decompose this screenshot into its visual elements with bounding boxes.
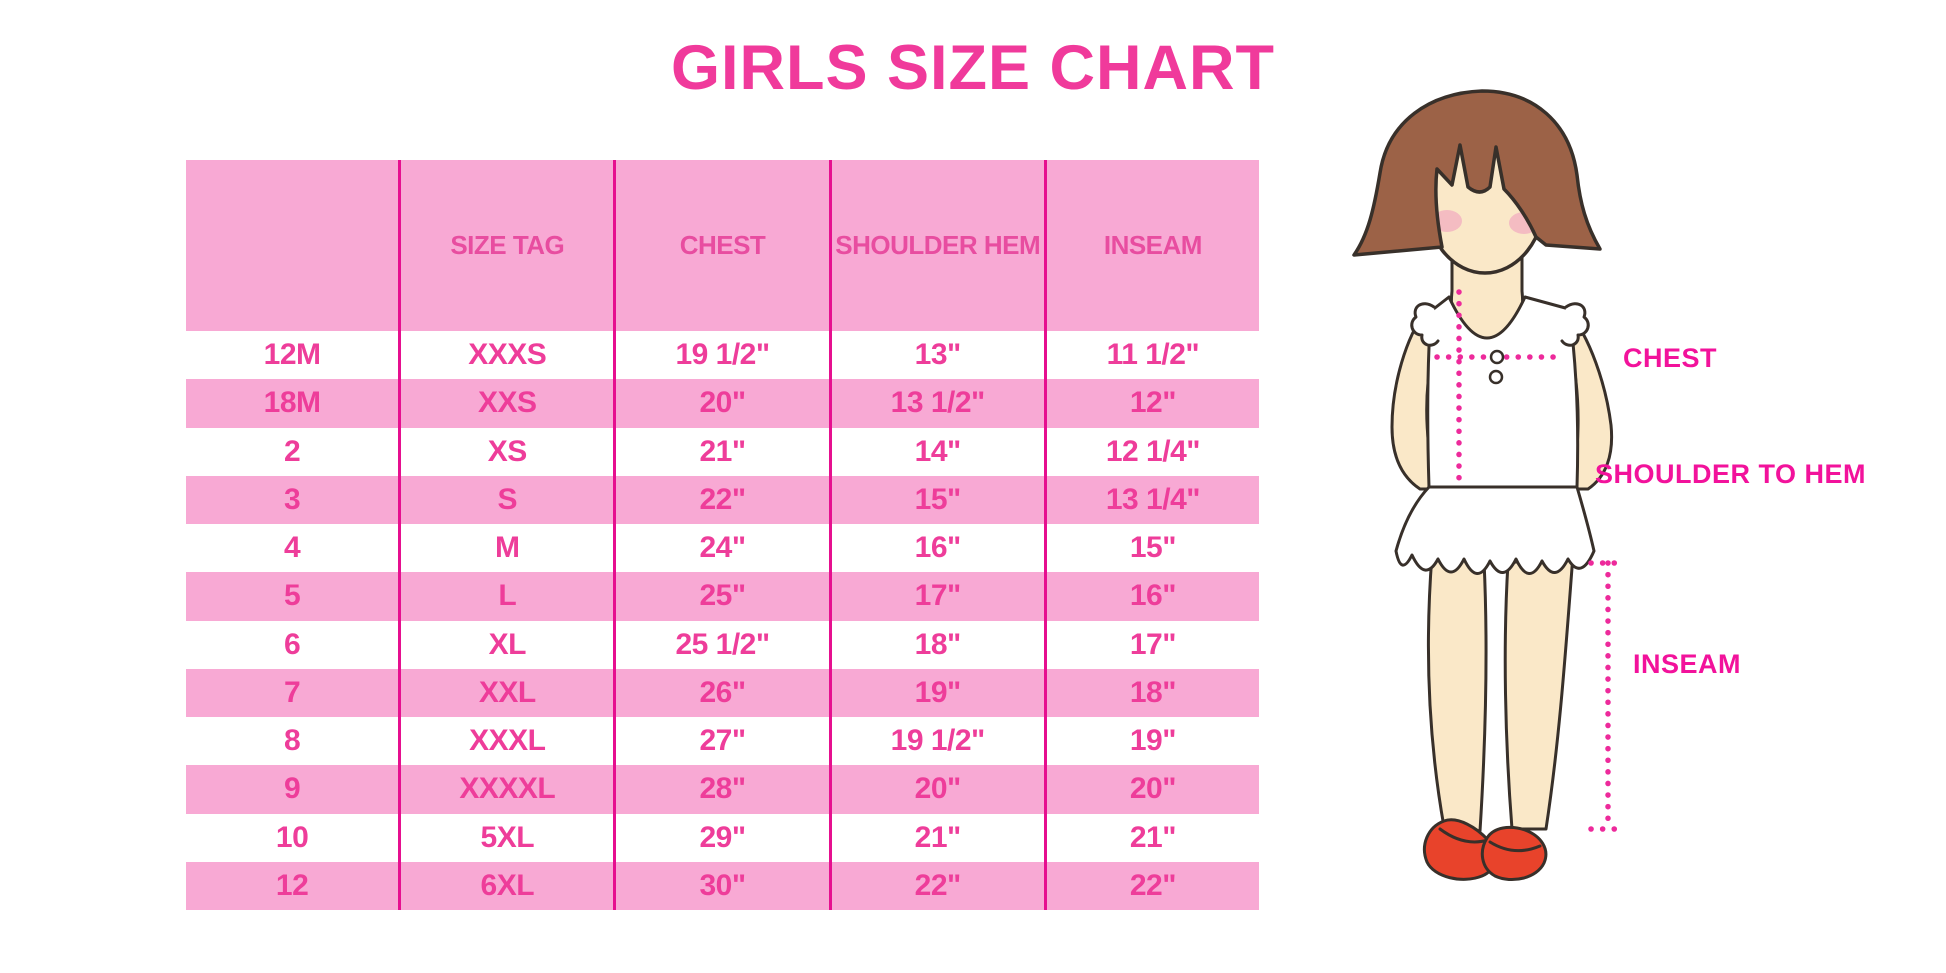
table-cell: 20" bbox=[616, 379, 832, 428]
table-row: 2 XS 21" 14" 12 1/4" bbox=[186, 427, 1259, 476]
skirt bbox=[1394, 485, 1596, 575]
table-cell: 10 bbox=[186, 813, 402, 862]
button-top bbox=[1489, 349, 1505, 365]
table-row: 8 XXXL 27" 19 1/2" 19" bbox=[186, 717, 1259, 766]
table-cell: 19" bbox=[832, 668, 1047, 717]
table-cell: M bbox=[401, 524, 617, 573]
page-title: GIRLS SIZE CHART bbox=[670, 33, 1275, 103]
column-header: CHEST bbox=[616, 160, 832, 331]
table-cell: 13" bbox=[832, 331, 1047, 380]
table-cell: XXXS bbox=[401, 331, 617, 380]
table-cell: 14" bbox=[832, 427, 1047, 476]
table-row: 12M XXXS 19 1/2" 13" 11 1/2" bbox=[186, 331, 1259, 380]
table-cell: 21" bbox=[832, 813, 1047, 862]
table-cell: 15" bbox=[1129, 531, 1177, 565]
table-cell: 6 bbox=[186, 620, 402, 669]
chest-label: CHEST bbox=[1623, 343, 1717, 373]
table-row: 5 L 25" 17" 16" bbox=[186, 572, 1259, 621]
table-cell: 4 bbox=[186, 524, 402, 573]
column-header: SIZE TAG bbox=[401, 160, 617, 331]
table-cell: 12" bbox=[1129, 386, 1177, 420]
table-cell: 30" bbox=[616, 861, 832, 910]
table-cell: 25 1/2" bbox=[616, 620, 832, 669]
table-row: 6 XL 25 1/2" 18" 17" bbox=[186, 620, 1259, 669]
table-cell: 12 bbox=[186, 861, 402, 910]
right-shoe bbox=[1480, 825, 1548, 881]
table-cell: 25" bbox=[616, 572, 832, 621]
table-cell: 5 bbox=[186, 572, 402, 621]
table-cell: 20" bbox=[1129, 772, 1177, 806]
inseam-label: INSEAM bbox=[1633, 649, 1741, 679]
table-cell: 22" bbox=[616, 475, 832, 524]
table-cell: 8 bbox=[186, 717, 402, 766]
right-shoe-strap bbox=[1488, 840, 1542, 853]
table-row: 18M XXS 20" 13 1/2" 12" bbox=[186, 379, 1259, 428]
table-row: 10 5XL 29" 21" 21" bbox=[186, 813, 1259, 862]
table-cell: 17" bbox=[1129, 627, 1177, 661]
girl-measurement-figure: CHEST SHOULDER TO HEM INSEAM bbox=[1352, 89, 1866, 881]
table-cell: XXXXL bbox=[401, 765, 617, 814]
table-cell: 18M bbox=[186, 379, 402, 428]
table-cell: 15" bbox=[832, 475, 1047, 524]
shoulder-to-hem-label: SHOULDER TO HEM bbox=[1595, 459, 1866, 489]
table-cell: 24" bbox=[616, 524, 832, 573]
table-cell: 13 1/4" bbox=[1105, 482, 1201, 516]
hair bbox=[1352, 89, 1602, 257]
table-cell: 19 1/2" bbox=[616, 331, 832, 380]
table-header-row: SIZE TAG CHEST SHOULDER HEM INSEAM bbox=[186, 160, 1259, 331]
table-cell: 3 bbox=[186, 475, 402, 524]
table-cell: 6XL bbox=[401, 861, 617, 910]
table-cell: 20" bbox=[832, 765, 1047, 814]
table-cell: 2 bbox=[186, 427, 402, 476]
table-cell: 12M bbox=[186, 331, 402, 380]
button-bottom bbox=[1488, 369, 1504, 385]
table-cell: 22" bbox=[1129, 868, 1177, 902]
table-cell: 17" bbox=[832, 572, 1047, 621]
column-header: SHOULDER HEM bbox=[832, 160, 1047, 331]
dress-top bbox=[1426, 295, 1580, 489]
table-cell: 21" bbox=[616, 427, 832, 476]
table-cell: L bbox=[401, 572, 617, 621]
table-cell: 19" bbox=[1129, 724, 1177, 758]
table-cell: XL bbox=[401, 620, 617, 669]
table-cell: XXL bbox=[401, 668, 617, 717]
table-cell: 16" bbox=[832, 524, 1047, 573]
table-row: 4 M 24" 16" 15" bbox=[186, 524, 1259, 573]
table-row: 9 XXXXL 28" 20" 20" bbox=[186, 765, 1259, 814]
table-cell: 19 1/2" bbox=[832, 717, 1047, 766]
column-header: INSEAM bbox=[1103, 230, 1203, 260]
column-header bbox=[186, 160, 402, 331]
size-table-body: 12M XXXS 19 1/2" 13" 11 1/2" 18M XXS 20" 13 1/2"… bbox=[186, 331, 1259, 910]
table-cell: 5XL bbox=[401, 813, 617, 862]
table-cell: 22" bbox=[832, 861, 1047, 910]
table-cell: 26" bbox=[616, 668, 832, 717]
table-cell: 16" bbox=[1129, 579, 1177, 613]
table-row: 7 XXL 26" 19" 18" bbox=[186, 668, 1259, 717]
table-cell: 29" bbox=[616, 813, 832, 862]
right-shoulder-ruffle bbox=[1560, 302, 1590, 347]
left-shoe bbox=[1422, 818, 1497, 881]
table-cell: 13 1/2" bbox=[832, 379, 1047, 428]
table-cell: XS bbox=[401, 427, 617, 476]
table-cell: 27" bbox=[616, 717, 832, 766]
left-leg bbox=[1426, 553, 1488, 833]
table-cell: 9 bbox=[186, 765, 402, 814]
table-cell: S bbox=[401, 475, 617, 524]
table-cell: XXXL bbox=[401, 717, 617, 766]
table-cell: XXS bbox=[401, 379, 617, 428]
table-cell: 18" bbox=[1129, 675, 1177, 709]
table-cell: 7 bbox=[186, 668, 402, 717]
table-cell: 18" bbox=[832, 620, 1047, 669]
table-row: 3 S 22" 15" 13 1/4" bbox=[186, 475, 1259, 524]
left-shoulder-ruffle bbox=[1410, 302, 1440, 347]
table-row: 12 6XL 30" 22" 22" bbox=[186, 861, 1259, 910]
table-cell: 11 1/2" bbox=[1106, 338, 1200, 372]
right-leg bbox=[1503, 553, 1575, 831]
table-cell: 28" bbox=[616, 765, 832, 814]
table-cell: 12 1/4" bbox=[1105, 434, 1201, 468]
table-cell: 21" bbox=[1129, 820, 1177, 854]
size-table: SIZE TAG CHEST SHOULDER HEM INSEAM 12M XXXS 1… bbox=[186, 160, 1259, 910]
